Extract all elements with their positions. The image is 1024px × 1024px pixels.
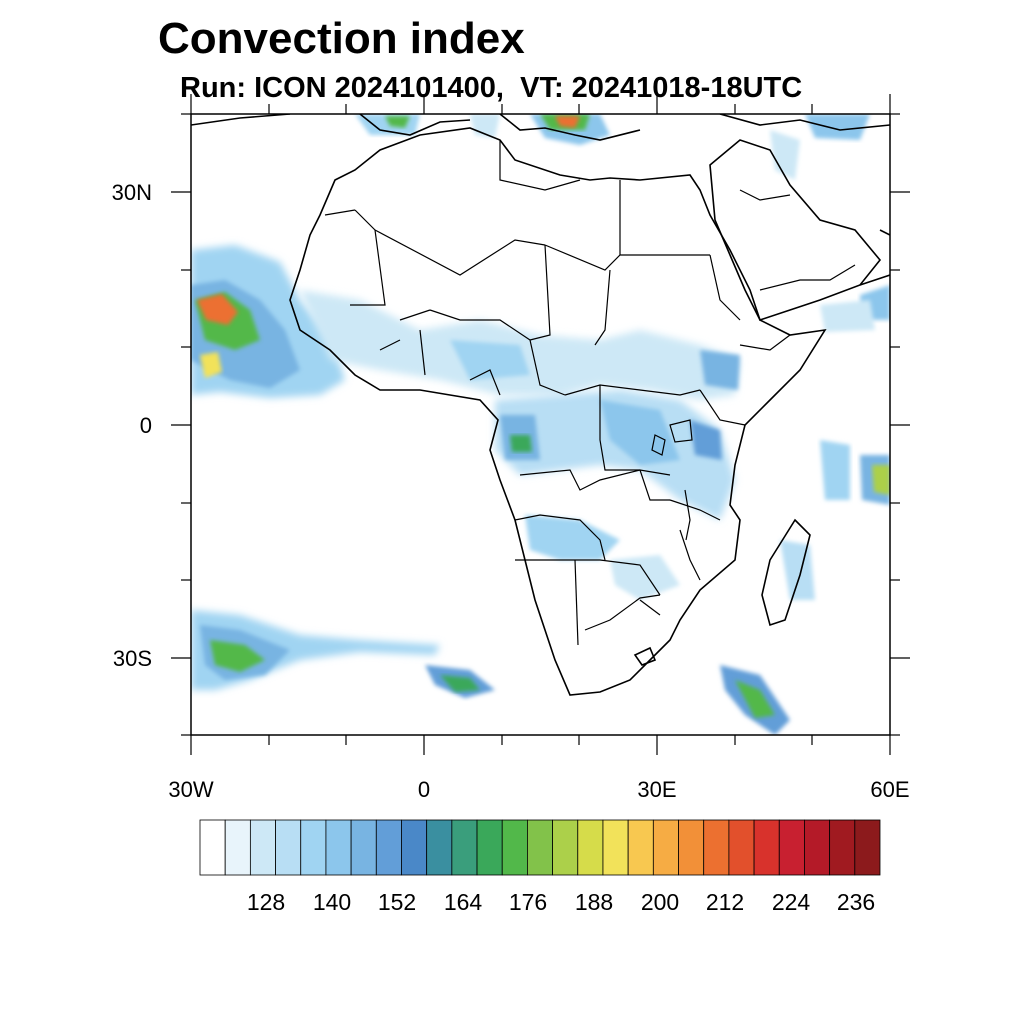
convection-congo	[495, 390, 735, 520]
colorbar-box	[829, 819, 856, 876]
colorbar-box	[501, 819, 528, 876]
colorbar-box	[249, 819, 276, 876]
colorbar-box	[527, 819, 553, 876]
lon-label-30e: 30E	[637, 777, 677, 802]
colorbar-box	[476, 819, 503, 876]
lakes	[651, 419, 693, 541]
colorbar-box	[401, 819, 428, 876]
axis-ticks	[171, 94, 910, 755]
lat-label-30n: 30N	[111, 180, 152, 205]
colorbar-label-128: 128	[246, 889, 286, 915]
colorbar-box	[300, 819, 327, 876]
lat-label-0: 0	[139, 413, 152, 438]
colorbar-box	[602, 819, 629, 876]
colorbar-box	[703, 819, 730, 876]
lat-label-30s: 30S	[112, 646, 152, 671]
madagascar-coastline	[761, 518, 811, 627]
colorbar-box	[728, 819, 755, 876]
chart-title: Convection index	[158, 14, 525, 63]
colorbar-box	[199, 819, 226, 876]
colorbar-label-212: 212	[705, 889, 745, 915]
colorbar-box	[451, 819, 478, 876]
lon-label-60e: 60E	[870, 777, 910, 802]
colorbar-box	[804, 819, 831, 876]
colorbar-box	[426, 819, 453, 876]
colorbar-box	[552, 819, 579, 876]
country-borders	[324, 140, 856, 646]
convection-atlantic-west-hot	[197, 294, 238, 325]
colorbar-box	[753, 819, 780, 876]
colorbar-box	[854, 819, 881, 876]
colorbar-box	[350, 819, 377, 876]
colorbar-label-164: 164	[443, 889, 483, 915]
colorbar	[199, 819, 881, 876]
colorbar-label-188: 188	[574, 889, 614, 915]
colorbar-box	[325, 819, 352, 876]
colorbar-box	[778, 819, 805, 876]
colorbar-label-176: 176	[508, 889, 548, 915]
colorbar-box	[577, 819, 604, 876]
lon-label-0: 0	[417, 777, 431, 802]
colorbar-box	[275, 819, 302, 876]
colorbar-label-140: 140	[312, 889, 352, 915]
colorbar-label-224: 224	[771, 889, 811, 915]
convection-angola	[525, 515, 620, 560]
convection-indian-ocean	[820, 440, 850, 500]
colorbar-box	[678, 819, 705, 876]
colorbar-label-152: 152	[377, 889, 417, 915]
colorbar-box	[375, 819, 402, 876]
chart-subtitle: Run: ICON 2024101400, VT: 20241018-18UTC	[180, 72, 803, 104]
coastlines	[191, 114, 890, 696]
colorbar-box	[652, 819, 679, 876]
convection-field	[191, 114, 890, 735]
colorbar-box	[224, 819, 251, 876]
colorbar-box	[627, 819, 654, 876]
colorbar-label-236: 236	[836, 889, 876, 915]
lon-label-30w: 30W	[168, 777, 214, 802]
africa-coastline	[289, 127, 827, 696]
colorbar-label-200: 200	[640, 889, 680, 915]
